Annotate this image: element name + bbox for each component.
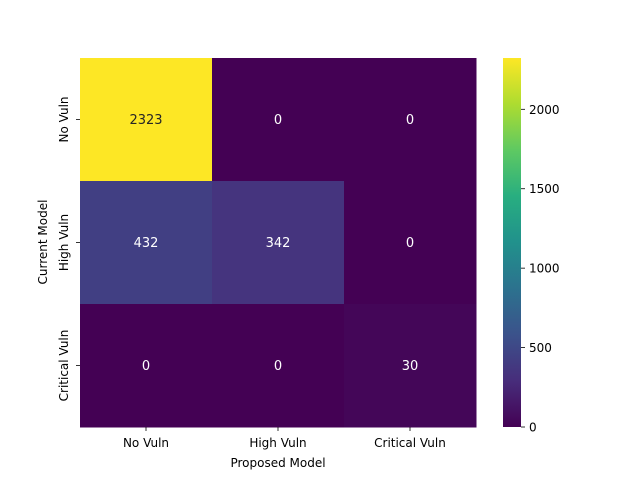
heatmap-cells [80, 58, 477, 428]
y-tick-label: High Vuln [57, 214, 71, 271]
cell-value-label: 432 [134, 236, 159, 251]
heatmap-cell [344, 58, 477, 182]
cell-value-label: 0 [274, 359, 282, 374]
heatmap-cell [344, 181, 477, 305]
colorbar-tick-label: 500 [529, 341, 552, 355]
cell-value-label: 0 [406, 113, 414, 128]
heatmap-cell [80, 181, 213, 305]
colorbar-tick-label: 2000 [529, 103, 560, 117]
heatmap-cell [80, 58, 213, 182]
x-tick-label: No Vuln [123, 436, 169, 450]
y-tick-label: No Vuln [57, 96, 71, 142]
cell-value-label: 0 [274, 113, 282, 128]
cell-value-label: 0 [142, 359, 150, 374]
colorbar-tick-label: 1500 [529, 182, 560, 196]
x-tick-label: High Vuln [249, 436, 306, 450]
colorbar-tick-label: 1000 [529, 262, 560, 276]
heatmap-cell [80, 304, 213, 428]
heatmap-cell [212, 181, 345, 305]
x-axis-label: Proposed Model [230, 456, 325, 470]
x-tick-label: Critical Vuln [374, 436, 446, 450]
heatmap-cell [344, 304, 477, 428]
colorbar: 0 500 1000 1500 2000 [503, 58, 560, 435]
colorbar-gradient [503, 58, 521, 427]
colorbar-ticks: 0 500 1000 1500 2000 [521, 103, 560, 435]
cell-value-label: 2323 [129, 113, 162, 128]
x-axis-ticks: No Vuln High Vuln Critical Vuln [123, 427, 446, 450]
y-axis-ticks: No Vuln High Vuln Critical Vuln [57, 96, 80, 401]
cell-value-label: 342 [266, 236, 291, 251]
cell-annotations: 2323 0 0 432 342 0 0 0 30 [129, 113, 418, 374]
heatmap-cell [212, 304, 345, 428]
colorbar-tick-label: 0 [529, 421, 537, 435]
y-axis-label: Current Model [36, 200, 50, 285]
y-tick-label: Critical Vuln [57, 330, 71, 402]
cell-value-label: 30 [402, 359, 419, 374]
cell-value-label: 0 [406, 236, 414, 251]
heatmap-cell [212, 58, 345, 182]
